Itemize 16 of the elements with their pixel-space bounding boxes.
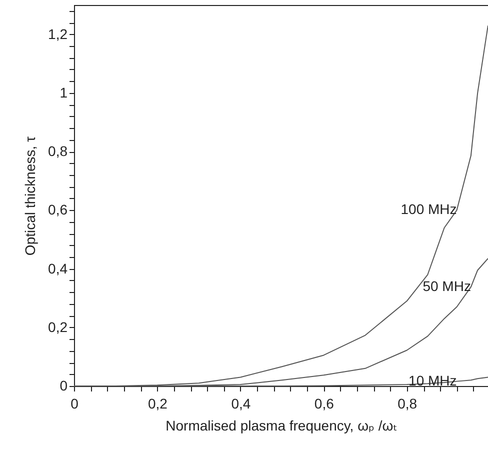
y-tick-label: 0,6 — [48, 202, 68, 218]
x-tick-label: 0,8 — [398, 396, 418, 412]
x-tick-label: 0,2 — [148, 396, 168, 412]
y-tick-label: 1,2 — [48, 26, 68, 42]
y-tick-label: 0,2 — [48, 318, 68, 335]
y-tick-label: 1 — [60, 84, 68, 100]
series-label: 50 MHz — [422, 278, 471, 294]
x-axis-title: Normalised plasma frequency, ωₚ /ωₜ — [166, 418, 398, 434]
y-tick-label: 0,8 — [48, 143, 68, 160]
y-tick-label: 0 — [60, 378, 68, 394]
y-tick-label: 0,4 — [48, 260, 68, 276]
y-axis-title: Optical thickness, τ — [22, 136, 38, 256]
x-tick-label: 0,6 — [314, 396, 334, 412]
x-tick-label: 0 — [70, 396, 79, 412]
x-tick-label: 0,4 — [231, 396, 251, 412]
series-label: 100 MHz — [400, 201, 457, 218]
